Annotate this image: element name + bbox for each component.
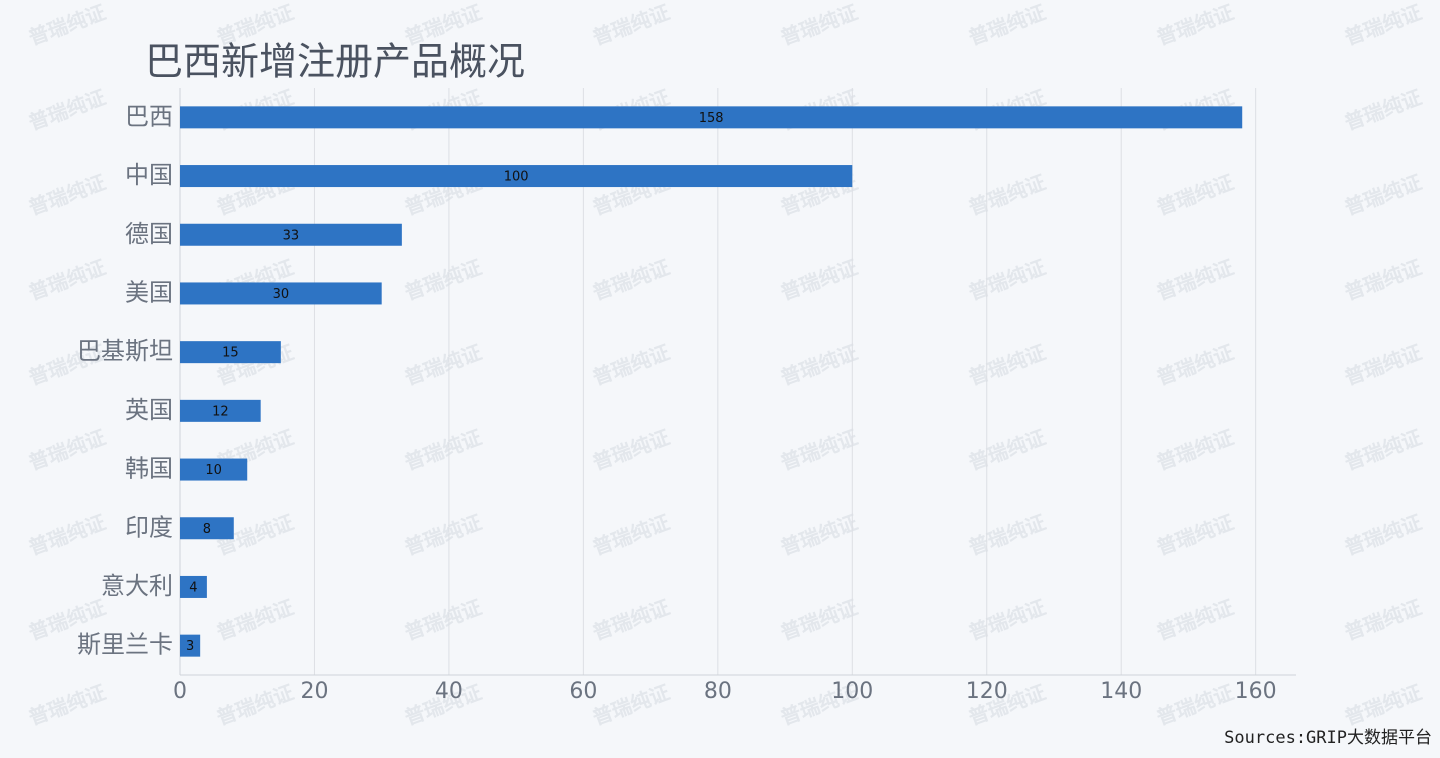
- y-tick-label: 巴基斯坦: [77, 337, 173, 365]
- bar: [180, 517, 234, 540]
- x-tick-label: 40: [435, 679, 463, 704]
- y-tick-label: 意大利: [101, 572, 173, 600]
- bar: [180, 165, 853, 188]
- bar: [180, 106, 1243, 129]
- x-tick-label: 0: [173, 679, 187, 704]
- chart-title: 巴西新增注册产品概况: [145, 40, 525, 84]
- x-tick-label: 120: [966, 679, 1008, 704]
- y-tick-label: 韩国: [125, 455, 173, 483]
- y-tick-label: 印度: [125, 513, 173, 541]
- x-tick-label: 140: [1100, 679, 1142, 704]
- y-tick-label: 英国: [125, 396, 173, 424]
- data-label: 15: [222, 346, 239, 361]
- data-label: 4: [189, 580, 197, 595]
- x-tick-label: 60: [569, 679, 597, 704]
- data-label: 33: [283, 228, 300, 243]
- data-label: 30: [273, 287, 290, 302]
- x-tick-label: 100: [831, 679, 873, 704]
- bar: [180, 223, 402, 246]
- x-tick-label: 160: [1235, 679, 1277, 704]
- data-label: 158: [699, 111, 724, 126]
- data-label: 12: [212, 404, 229, 419]
- data-label: 3: [186, 639, 194, 654]
- x-tick-label: 20: [300, 679, 328, 704]
- source: Sources:GRIP大数据平台: [1224, 728, 1432, 748]
- y-tick-label: 德国: [125, 220, 173, 248]
- y-tick-label: 中国: [125, 161, 173, 189]
- bar: [180, 575, 207, 598]
- bar: [180, 341, 281, 364]
- data-label: 10: [205, 463, 222, 478]
- data-label: 100: [504, 170, 529, 185]
- bar: [180, 399, 261, 422]
- y-tick-label: 巴西: [125, 102, 173, 130]
- bar: [180, 634, 201, 657]
- x-tick-label: 80: [704, 679, 732, 704]
- bar: [180, 282, 382, 305]
- data-label: 8: [203, 522, 211, 537]
- bar: [180, 458, 248, 481]
- y-tick-label: 美国: [125, 278, 173, 306]
- y-tick-label: 斯里兰卡: [77, 631, 173, 659]
